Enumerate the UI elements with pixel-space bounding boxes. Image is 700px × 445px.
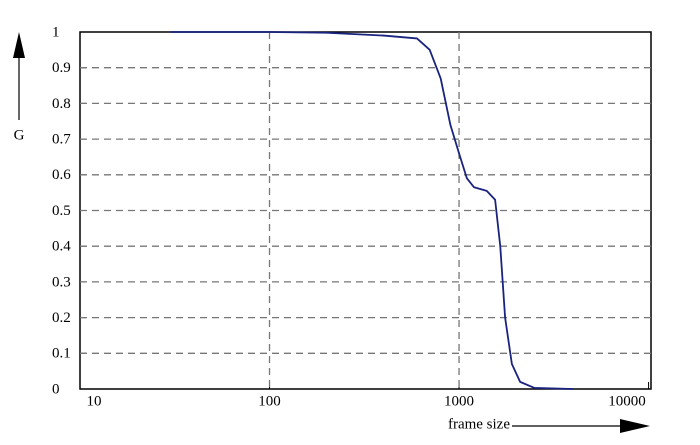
x-tick-label: 100: [258, 393, 281, 409]
y-tick-label: 0.4: [52, 239, 71, 255]
y-tick-label: 0.2: [52, 310, 71, 326]
y-tick-label: 0.7: [52, 132, 71, 148]
y-axis-arrowhead: [13, 32, 25, 58]
y-tick-label: 0.9: [52, 60, 71, 76]
y-axis-label: G: [14, 127, 25, 143]
line: [170, 31, 574, 390]
x-tick-label: 1000: [444, 393, 474, 409]
x-axis-arrowhead: [620, 419, 650, 433]
x-tick-label: 10000: [608, 393, 646, 409]
y-tick-label: 1: [52, 24, 60, 40]
y-tick-label: 0.3: [52, 274, 71, 290]
y-tick-label: 0.1: [52, 346, 71, 362]
y-tick-label: 0.5: [52, 203, 71, 219]
y-tick-label: 0.6: [52, 167, 71, 183]
y-tick-label: 0.8: [52, 96, 71, 112]
y-tick-label: 0: [52, 381, 60, 397]
x-axis-label: frame size: [448, 416, 510, 432]
x-tick-label: 10: [87, 393, 102, 409]
